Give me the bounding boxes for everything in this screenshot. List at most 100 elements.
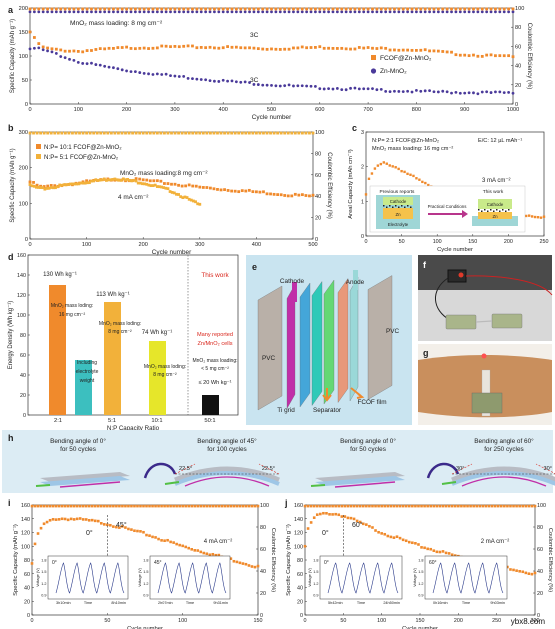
- data-point: [512, 568, 515, 572]
- data-point: [463, 7, 467, 11]
- x-tick-label: 10:1: [151, 418, 162, 424]
- separator-pattern: [484, 209, 486, 211]
- voltage-curve: [432, 562, 504, 594]
- data-point: [290, 131, 294, 135]
- data-point: [244, 189, 248, 193]
- data-point: [209, 131, 212, 135]
- data-point: [349, 86, 352, 90]
- inset-x-label: Time: [84, 601, 92, 605]
- data-point: [120, 131, 124, 135]
- data-point: [181, 196, 185, 200]
- data-point: [180, 184, 184, 188]
- data-point: [270, 47, 273, 51]
- data-point: [300, 84, 304, 88]
- data-point: [177, 183, 180, 187]
- data-point: [92, 131, 96, 135]
- data-point: [160, 7, 164, 11]
- y-tick-label: 60: [20, 353, 26, 359]
- data-point: [429, 504, 433, 508]
- data-point: [401, 7, 405, 11]
- data-point: [226, 131, 230, 135]
- data-point: [155, 7, 159, 11]
- data-point: [129, 7, 133, 11]
- inset-y-label: Voltage (V): [36, 567, 40, 587]
- data-point: [365, 504, 368, 508]
- data-point: [388, 7, 392, 11]
- data-point: [221, 7, 225, 11]
- data-point: [398, 504, 402, 508]
- data-point: [220, 504, 224, 508]
- data-point: [238, 561, 242, 565]
- data-point: [370, 172, 374, 175]
- y2-tick-label: 100: [315, 130, 324, 136]
- angle-mark: 30°: [544, 466, 552, 472]
- data-point: [393, 10, 396, 14]
- data-point: [75, 504, 79, 508]
- anode-tab: [164, 481, 180, 485]
- data-point: [355, 519, 359, 523]
- data-point: [170, 191, 174, 194]
- y-tick-label: 140: [21, 517, 30, 523]
- y-tick-label: 200: [19, 166, 28, 172]
- data-point: [191, 10, 194, 14]
- data-point: [138, 7, 142, 11]
- data-point: [142, 10, 146, 14]
- data-point: [243, 80, 247, 84]
- data-point: [485, 90, 489, 94]
- data-point: [458, 91, 462, 95]
- data-point: [90, 10, 93, 14]
- data-point: [308, 194, 311, 198]
- data-point: [415, 88, 418, 92]
- data-point: [296, 84, 300, 88]
- data-point: [436, 49, 440, 53]
- data-point: [327, 10, 330, 14]
- inset-time-end: 9h03min: [490, 601, 505, 605]
- data-point: [262, 131, 265, 135]
- y-tick-label: 100: [21, 544, 30, 550]
- data-point: [90, 61, 93, 65]
- data-point: [154, 536, 157, 539]
- data-point: [116, 67, 120, 71]
- data-point: [493, 504, 497, 508]
- data-point: [217, 10, 221, 14]
- data-point: [32, 36, 36, 39]
- data-point: [51, 186, 55, 190]
- y2-tick-label: 100: [537, 503, 546, 509]
- data-point: [194, 184, 198, 188]
- data-point: [62, 183, 66, 187]
- data-point: [379, 46, 383, 50]
- electrolyte-label: Electrolyte: [388, 222, 409, 227]
- data-point: [261, 83, 265, 87]
- data-point: [155, 185, 159, 188]
- data-point: [276, 131, 280, 135]
- inset-angle: 0°: [324, 560, 329, 566]
- data-point: [331, 87, 335, 91]
- data-point: [366, 10, 370, 14]
- bar-note: Including: [77, 360, 97, 366]
- separator-pattern: [478, 209, 480, 211]
- data-point: [530, 215, 534, 218]
- data-point: [212, 187, 216, 191]
- data-point: [37, 46, 41, 50]
- y2-tick-label: 20: [537, 591, 543, 597]
- data-point: [472, 53, 475, 57]
- data-point: [214, 504, 218, 508]
- data-point: [216, 188, 219, 191]
- cell-flat: [40, 472, 130, 482]
- data-point: [352, 504, 356, 508]
- data-point: [309, 10, 313, 14]
- cell-flat: [315, 472, 405, 482]
- cathode-strip: [334, 481, 396, 488]
- data-point: [39, 131, 43, 135]
- data-point: [42, 185, 46, 188]
- y2-tick-label: 80: [260, 525, 266, 531]
- y-tick-label: 20: [24, 599, 30, 605]
- data-point: [88, 131, 92, 135]
- data-point: [406, 48, 410, 52]
- data-point: [467, 91, 471, 95]
- data-point: [186, 7, 190, 11]
- y-tick-label: 2: [361, 165, 364, 171]
- data-point: [366, 7, 370, 11]
- data-point: [169, 74, 172, 78]
- data-point: [103, 47, 107, 51]
